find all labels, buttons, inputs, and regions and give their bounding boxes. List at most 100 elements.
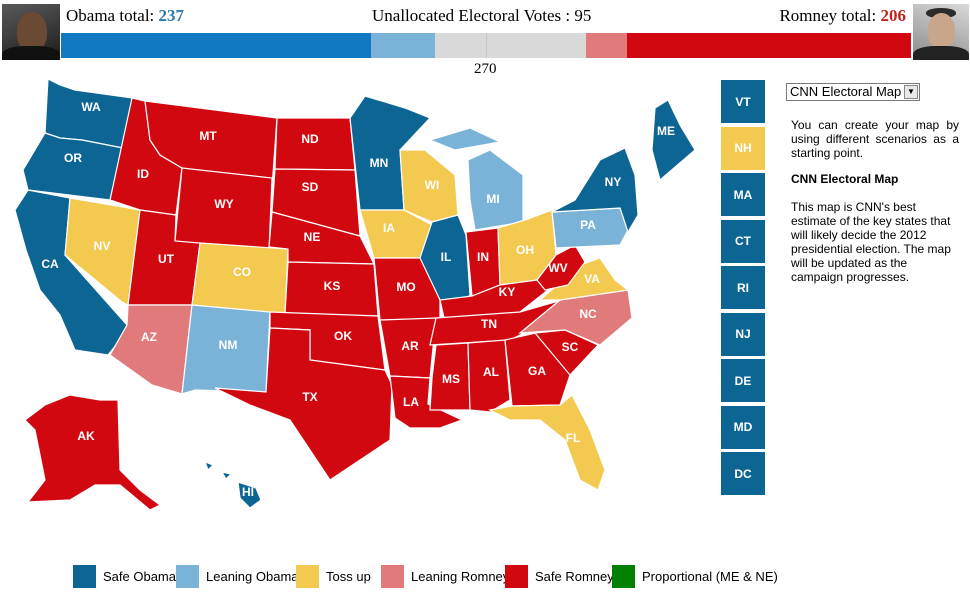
state-label-va: VA [584,272,600,286]
state-label-ga: GA [528,364,546,378]
legend-label: Leaning Romney [411,569,510,584]
legend-label: Toss up [326,569,371,584]
legend-item-proportional: Proportional (ME & NE) [612,565,778,588]
state-label-al: AL [483,365,499,379]
legend-label: Safe Romney [535,569,614,584]
state-la[interactable] [389,375,464,429]
state-label-ar: AR [401,339,419,353]
state-label-id: ID [137,167,149,181]
state-ak[interactable] [24,394,162,511]
legend-swatch [176,565,199,588]
threshold-label: 270 [474,61,497,77]
state-label-mn: MN [370,156,389,170]
state-wv[interactable] [536,244,586,291]
scenario-dropdown-value: CNN Electoral Map [790,84,902,99]
state-label-mi: MI [486,192,499,206]
obama-total-heading: Obama total: 237 [66,6,184,26]
state-label-ok: OK [334,329,352,343]
legend-swatch [612,565,635,588]
obama-total-value: 237 [158,6,185,25]
vote-bar-segment-toss-up [435,33,586,58]
state-label-il: IL [441,250,452,264]
romney-total-heading: Romney total: 206 [779,6,906,26]
state-tile-de[interactable]: DE [721,359,765,402]
state-me[interactable] [651,99,696,182]
state-label-fl: FL [566,431,581,445]
state-label-ca: CA [41,257,59,271]
legend-item-leaning-obama: Leaning Obama [176,565,299,588]
state-label-sc: SC [562,340,579,354]
info-panel: You can create your map by using differe… [791,118,959,296]
map-title: CNN Electoral Map [791,172,899,186]
state-az[interactable] [109,304,193,395]
state-label-nv: NV [94,239,111,253]
state-label-ms: MS [442,372,460,386]
state-tile-ri[interactable]: RI [721,266,765,309]
state-label-ks: KS [324,279,341,293]
state-tile-ct[interactable]: CT [721,219,765,263]
state-nv[interactable] [64,197,141,306]
state-label-ny: NY [605,175,622,189]
vote-bar-segment-leaning-obama [370,33,436,58]
legend-swatch [296,565,319,588]
romney-total-label: Romney total: [779,6,877,25]
state-label-mt: MT [199,129,217,143]
state-ny[interactable] [551,147,639,234]
chevron-down-icon[interactable]: ▼ [904,85,918,99]
state-label-wv: WV [548,261,567,275]
state-label-nm: NM [219,338,238,352]
state-hi[interactable] [203,460,262,509]
legend-label: Leaning Obama [206,569,299,584]
state-label-wa: WA [81,100,101,114]
state-tile-nh[interactable]: NH [721,126,765,170]
legend-swatch [381,565,404,588]
state-label-wy: WY [214,197,233,211]
state-label-la: LA [403,395,419,409]
map-description: This map is CNN's best estimate of the k… [791,200,951,284]
us-electoral-map: WA OR CA NV ID MT WY UT AZ CO NM ND SD NE KS OK TX MN IA MO… [14,78,696,511]
vote-bar-segment-leaning-romney [585,33,627,58]
state-label-me: ME [657,124,675,138]
state-ga[interactable] [504,331,571,407]
state-tile-vt[interactable]: VT [721,80,765,123]
unallocated-label: Unallocated Electoral Votes : [372,6,571,25]
legend-item-safe-obama: Safe Obama [73,565,176,588]
state-ms[interactable] [429,342,471,411]
state-label-sd: SD [302,180,319,194]
unallocated-value: 95 [574,6,592,25]
state-label-nd: ND [301,132,319,146]
legend-item-toss-up: Toss up [296,565,371,588]
state-label-wi: WI [425,178,440,192]
state-al[interactable] [467,339,511,413]
vote-bar-segment-safe-romney [626,33,911,58]
state-tile-ma[interactable]: MA [721,173,765,216]
threshold-tick [486,33,487,58]
state-label-in: IN [477,250,489,264]
state-tile-md[interactable]: MD [721,405,765,449]
state-label-ne: NE [304,230,321,244]
state-tx[interactable] [214,327,393,481]
legend-label: Proportional (ME & NE) [642,569,778,584]
legend-swatch [73,565,96,588]
legend-item-leaning-romney: Leaning Romney [381,565,509,588]
state-fl[interactable] [488,394,606,491]
legend-item-safe-romney: Safe Romney [505,565,614,588]
state-label-ky: KY [499,285,516,299]
scenario-dropdown[interactable]: CNN Electoral Map ▼ [786,83,920,101]
state-label-tx: TX [302,390,317,404]
state-label-ia: IA [383,221,395,235]
state-label-or: OR [64,151,82,165]
state-tile-dc[interactable]: DC [721,452,765,495]
state-label-nc: NC [579,307,597,321]
romney-total-value: 206 [880,6,907,25]
state-label-pa: PA [580,218,596,232]
state-tile-nj[interactable]: NJ [721,312,765,356]
legend-label: Safe Obama [103,569,176,584]
state-label-hi: HI [242,485,254,499]
state-label-oh: OH [516,243,534,257]
electoral-vote-bar [61,33,911,58]
intro-text: You can create your map by using differe… [791,118,959,160]
romney-photo [913,4,969,60]
state-label-mo: MO [396,280,415,294]
legend-swatch [505,565,528,588]
